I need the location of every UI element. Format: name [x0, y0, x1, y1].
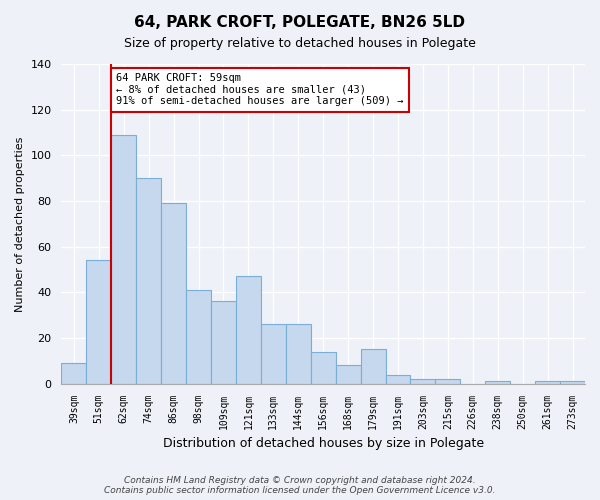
Bar — [485, 382, 510, 384]
Bar — [386, 374, 410, 384]
Text: Size of property relative to detached houses in Polegate: Size of property relative to detached ho… — [124, 38, 476, 51]
X-axis label: Distribution of detached houses by size in Polegate: Distribution of detached houses by size … — [163, 437, 484, 450]
Bar — [335, 366, 361, 384]
Bar — [211, 302, 236, 384]
Bar — [161, 204, 186, 384]
Bar — [136, 178, 161, 384]
Text: 64, PARK CROFT, POLEGATE, BN26 5LD: 64, PARK CROFT, POLEGATE, BN26 5LD — [134, 15, 466, 30]
Y-axis label: Number of detached properties: Number of detached properties — [15, 136, 25, 312]
Bar — [186, 290, 211, 384]
Bar — [236, 276, 261, 384]
Bar — [261, 324, 286, 384]
Bar — [86, 260, 111, 384]
Bar — [560, 382, 585, 384]
Bar — [436, 379, 460, 384]
Bar — [410, 379, 436, 384]
Bar — [286, 324, 311, 384]
Bar — [111, 135, 136, 384]
Bar — [311, 352, 335, 384]
Text: Contains HM Land Registry data © Crown copyright and database right 2024.
Contai: Contains HM Land Registry data © Crown c… — [104, 476, 496, 495]
Text: 64 PARK CROFT: 59sqm
← 8% of detached houses are smaller (43)
91% of semi-detach: 64 PARK CROFT: 59sqm ← 8% of detached ho… — [116, 73, 404, 106]
Bar — [535, 382, 560, 384]
Bar — [61, 363, 86, 384]
Bar — [361, 350, 386, 384]
